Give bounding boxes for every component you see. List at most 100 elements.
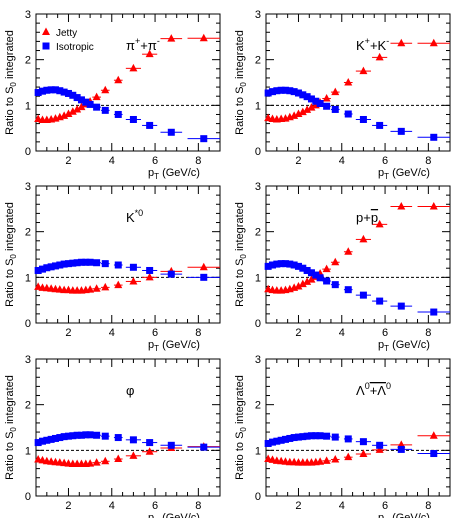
jetty-point [429, 431, 438, 439]
particle-label-sup: *0 [135, 208, 144, 218]
x-tick-label: 2 [295, 155, 301, 167]
jetty-point [114, 75, 123, 84]
jetty-point [199, 262, 208, 271]
isotropic-point [397, 302, 405, 310]
isotropic-point [129, 263, 137, 271]
jetty-point [114, 454, 123, 463]
y-axis-label-main: Ratio to S [4, 432, 16, 480]
jetty-point [322, 264, 331, 273]
isotropic-point [430, 450, 438, 458]
x-axis-label-rest: (GeV/c) [389, 167, 430, 179]
jetty-point [359, 66, 368, 75]
isotropic-point [264, 89, 272, 97]
isotropic-point [286, 434, 294, 442]
isotropic-point [101, 106, 109, 114]
y-axis-label-rest: integrated [4, 375, 16, 427]
y-tick-label: 2 [255, 227, 261, 239]
isotropic-point [200, 135, 208, 143]
x-axis-label-rest: (GeV/c) [159, 339, 200, 351]
y-axis-label-sub: 0 [239, 427, 248, 432]
y-axis-label: Ratio to S0 integrated [4, 202, 18, 307]
particle-label-base: φ [126, 383, 134, 398]
isotropic-point [359, 291, 367, 299]
isotropic-point [277, 436, 285, 444]
x-tick-label: 8 [425, 155, 431, 167]
jetty-point [92, 284, 101, 292]
isotropic-point [43, 264, 51, 272]
jetty-point [73, 104, 82, 113]
isotropic-point [273, 87, 281, 95]
jetty-point [101, 85, 110, 94]
isotropic-point [93, 103, 101, 111]
particle-label-base: K [356, 38, 365, 53]
x-tick-label: 4 [109, 155, 115, 167]
y-tick-label: 2 [25, 400, 31, 412]
isotropic-point [312, 97, 320, 105]
isotropic-point [69, 259, 77, 267]
jetty-point [92, 458, 101, 466]
jetty-point [344, 247, 353, 255]
particle-label-mid: +K [370, 38, 387, 53]
jetty-point [322, 93, 331, 102]
x-axis-label-main: p [378, 167, 384, 179]
jetty-point [68, 107, 77, 115]
panel-frame [35, 185, 221, 324]
x-tick-label: 6 [382, 500, 388, 512]
x-axis-label: pT (GeV/c) [378, 512, 430, 518]
isotropic-point [303, 432, 311, 440]
isotropic-point [303, 93, 311, 101]
particle-label: K++K- [356, 36, 389, 53]
jetty-point [64, 109, 73, 118]
jetty-point [199, 33, 208, 42]
isotropic-point [376, 297, 384, 305]
isotropic-point [38, 437, 46, 445]
panel-frame [35, 13, 221, 152]
y-axis-label: Ratio to S0 integrated [234, 30, 248, 135]
isotropic-point [114, 434, 122, 442]
isotropic-point [51, 434, 59, 442]
y-axis-label-rest: integrated [234, 375, 246, 427]
y-axis-label-rest: integrated [4, 30, 16, 82]
x-axis-label-rest: (GeV/c) [389, 339, 430, 351]
jetty-point [307, 103, 316, 111]
isotropic-point [38, 87, 46, 95]
isotropic-point [86, 258, 94, 266]
particle-label-sup2: - [157, 36, 160, 46]
x-axis-label-main: p [148, 339, 154, 351]
isotropic-point [323, 432, 331, 440]
isotropic-point [167, 270, 175, 278]
x-tick-label: 8 [195, 327, 201, 339]
isotropic-point [77, 258, 85, 266]
y-tick-label: 3 [25, 354, 31, 366]
x-tick-label: 4 [339, 500, 345, 512]
y-axis-label-main: Ratio to S [234, 259, 246, 307]
isotropic-point [73, 94, 81, 102]
particle-label-sup: + [365, 36, 370, 46]
isotropic-point [397, 127, 405, 135]
isotropic-point [43, 436, 51, 444]
particle-label-sup: 0 [365, 381, 370, 391]
isotropic-point [82, 98, 90, 106]
y-axis-label-rest: integrated [4, 202, 16, 254]
jetty-point [331, 454, 340, 463]
isotropic-point [73, 259, 81, 267]
isotropic-point [101, 432, 109, 440]
jetty-point [298, 107, 307, 116]
isotropic-point [60, 88, 68, 96]
isotropic-point [273, 260, 281, 268]
isotropic-point [331, 105, 339, 113]
isotropic-point [82, 258, 90, 266]
jetty-point [344, 78, 353, 86]
isotropic-point [114, 261, 122, 269]
jetty-point [77, 102, 86, 111]
legend-square-marker [42, 42, 50, 50]
isotropic-point [86, 431, 94, 439]
jetty-point [316, 457, 325, 465]
particle-label-base: K [126, 210, 135, 225]
isotropic-point [281, 435, 289, 443]
y-tick-label: 0 [25, 146, 31, 158]
y-tick-label: 1 [25, 100, 31, 112]
